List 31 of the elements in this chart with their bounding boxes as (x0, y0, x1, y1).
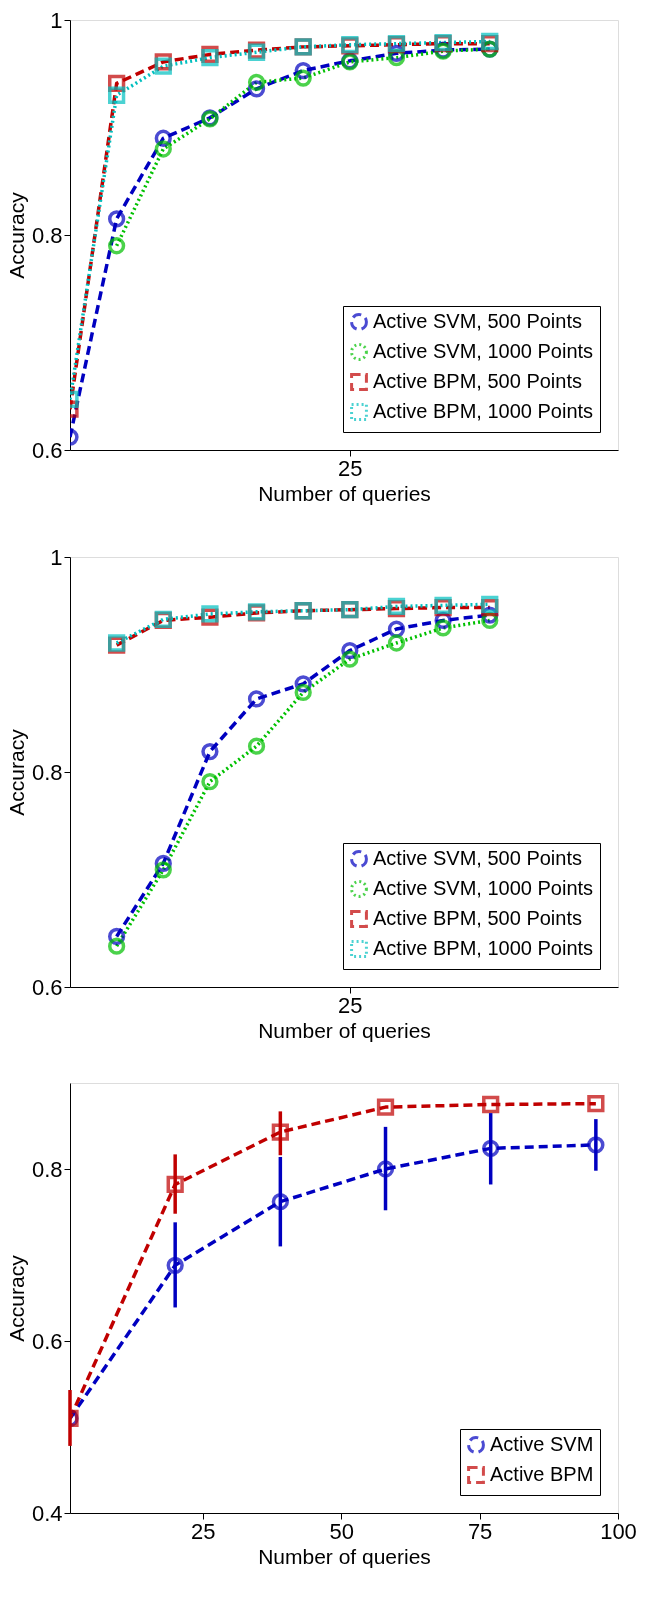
x-tick-label: 100 (600, 1518, 637, 1544)
y-tick-label: 0.6 (31, 1328, 63, 1354)
y-tick-label: 0.8 (31, 759, 63, 785)
legend-label: Active BPM, 1000 Points (373, 937, 594, 959)
legend-label: Active SVM (490, 1433, 594, 1455)
legend-label: Active BPM (490, 1463, 594, 1485)
y-tick-label: 1 (50, 544, 63, 570)
legend-label: Active BPM, 1000 Points (373, 400, 594, 422)
x-axis-title: Number of queries (258, 1018, 431, 1042)
x-axis-title: Number of queries (258, 1544, 431, 1568)
legend-label: Active BPM, 500 Points (373, 907, 582, 929)
x-tick-label: 50 (329, 1518, 354, 1544)
y-tick-label: 1 (50, 7, 63, 33)
legend-label: Active SVM, 1000 Points (373, 877, 594, 899)
x-axis-title: Number of queries (258, 481, 431, 505)
y-axis-title: Accuracy (4, 191, 28, 279)
legend-label: Active BPM, 500 Points (373, 370, 582, 392)
y-axis-title: Accuracy (4, 728, 28, 816)
y-tick-label: 0.6 (31, 437, 63, 463)
y-axis-title: Accuracy (4, 1254, 28, 1342)
x-tick-label: 25 (338, 455, 363, 481)
y-tick-label: 0.8 (31, 1156, 63, 1182)
y-tick-label: 0.4 (31, 1500, 63, 1526)
y-tick-label: 0.6 (31, 974, 63, 1000)
legend-label: Active SVM, 500 Points (373, 310, 582, 332)
legend-label: Active SVM, 500 Points (373, 847, 582, 869)
x-tick-label: 75 (467, 1518, 493, 1544)
y-tick-label: 0.8 (31, 222, 63, 248)
legend-label: Active SVM, 1000 Points (373, 340, 594, 362)
x-tick-label: 25 (338, 992, 363, 1018)
x-tick-label: 25 (191, 1518, 216, 1544)
